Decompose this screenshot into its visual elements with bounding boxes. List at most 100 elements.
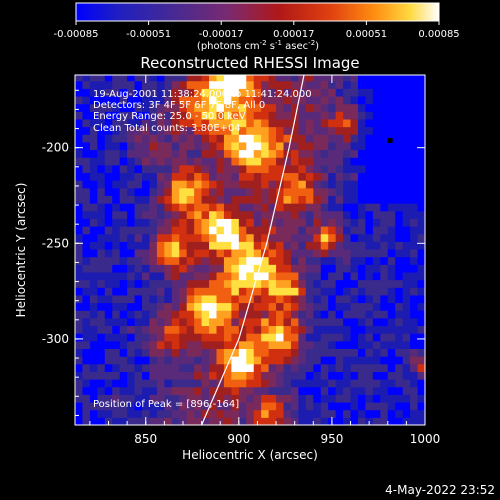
heatmap-cell <box>357 417 366 425</box>
heatmap-cell <box>149 241 158 250</box>
heatmap-cell <box>164 294 173 304</box>
heatmap-cell <box>395 294 404 304</box>
heatmap-cell <box>119 88 128 97</box>
heatmap-cell <box>283 417 292 425</box>
heatmap-cell <box>82 409 91 418</box>
heatmap-cell <box>276 356 285 365</box>
heatmap-cell <box>283 141 292 151</box>
heatmap-cell <box>127 172 136 181</box>
heatmap-cell <box>357 233 366 242</box>
heatmap-cell <box>253 80 262 89</box>
heatmap-cell <box>417 256 425 265</box>
heatmap-cell <box>156 249 165 258</box>
heatmap-cell <box>283 325 292 334</box>
heatmap-cell <box>209 195 217 204</box>
heatmap-cell <box>305 279 314 288</box>
heatmap-cell <box>395 141 404 151</box>
heatmap-cell <box>149 249 158 258</box>
heatmap-cell <box>298 141 307 151</box>
heatmap-cell <box>335 187 344 196</box>
heatmap-cell <box>261 241 270 250</box>
heatmap-cell <box>238 233 247 242</box>
heatmap-cells <box>75 75 425 425</box>
heatmap-cell <box>253 210 262 219</box>
heatmap-cell <box>179 88 188 97</box>
heatmap-cell <box>253 310 262 319</box>
heatmap-cell <box>171 264 180 273</box>
heatmap-cell <box>298 226 307 235</box>
heatmap-cell <box>402 111 411 120</box>
heatmap-cell <box>365 149 374 158</box>
heatmap-cell <box>350 287 359 296</box>
heatmap-cell <box>82 417 91 425</box>
heatmap-cell <box>417 134 425 143</box>
heatmap-cell <box>97 356 106 365</box>
heatmap-cell <box>268 386 277 395</box>
heatmap-cell <box>156 103 165 112</box>
heatmap-cell <box>305 233 314 242</box>
heatmap-cell <box>253 333 262 342</box>
heatmap-cell <box>75 302 83 311</box>
heatmap-cell <box>372 394 381 403</box>
heatmap-cell <box>365 203 374 212</box>
heatmap-cell <box>194 218 203 227</box>
heatmap-cell <box>350 172 359 181</box>
heatmap-cell <box>357 310 366 319</box>
heatmap-cell <box>97 402 106 411</box>
heatmap-cell <box>238 226 247 235</box>
heatmap-cell <box>261 363 270 372</box>
heatmap-cell <box>164 226 173 235</box>
heatmap-cell <box>194 271 203 281</box>
heatmap-cell <box>365 287 374 296</box>
heatmap-cell <box>290 88 299 97</box>
heatmap-cell <box>380 149 389 158</box>
heatmap-cell <box>268 256 277 265</box>
heatmap-cell <box>194 333 203 342</box>
heatmap-cell <box>97 195 106 204</box>
heatmap-cell <box>238 279 247 288</box>
heatmap-cell <box>164 118 173 128</box>
heatmap-cell <box>112 195 121 204</box>
heatmap-cell <box>142 379 150 388</box>
heatmap-cell <box>82 371 91 380</box>
heatmap-cell <box>290 325 299 334</box>
heatmap-cell <box>194 111 203 120</box>
heatmap-cell <box>290 348 299 357</box>
heatmap-cell <box>343 363 352 372</box>
heatmap-cell <box>357 348 366 357</box>
heatmap-cell <box>372 149 381 158</box>
heatmap-cell <box>402 241 411 250</box>
heatmap-cell <box>209 134 217 143</box>
heatmap-cell <box>328 325 337 334</box>
heatmap-cell <box>365 363 374 372</box>
heatmap-cell <box>142 317 150 327</box>
heatmap-cell <box>350 134 359 143</box>
heatmap-cell <box>134 75 143 82</box>
heatmap-cell <box>380 356 389 365</box>
heatmap-cell <box>171 271 180 281</box>
heatmap-cell <box>395 103 404 112</box>
heatmap-cell <box>320 348 329 357</box>
heatmap-cell <box>209 241 217 250</box>
heatmap-cell <box>112 111 121 120</box>
heatmap-cell <box>372 325 381 334</box>
heatmap-cell <box>82 88 91 97</box>
heatmap-cell <box>410 75 419 82</box>
heatmap-cell <box>387 195 396 204</box>
heatmap-cell <box>194 118 203 128</box>
heatmap-cell <box>231 195 240 204</box>
heatmap-cell <box>194 96 203 105</box>
heatmap-cell <box>231 333 240 342</box>
heatmap-cell <box>82 203 91 212</box>
heatmap-cell <box>75 88 83 97</box>
heatmap-cell <box>335 96 344 105</box>
heatmap-cell <box>119 386 128 395</box>
heatmap-cell <box>395 317 404 327</box>
heatmap-cell <box>164 279 173 288</box>
heatmap-cell <box>112 103 121 112</box>
heatmap-cell <box>119 118 128 128</box>
heatmap-cell <box>298 241 307 250</box>
heatmap-cell <box>305 333 314 342</box>
heatmap-cell <box>119 210 128 219</box>
heatmap-cell <box>201 386 210 395</box>
